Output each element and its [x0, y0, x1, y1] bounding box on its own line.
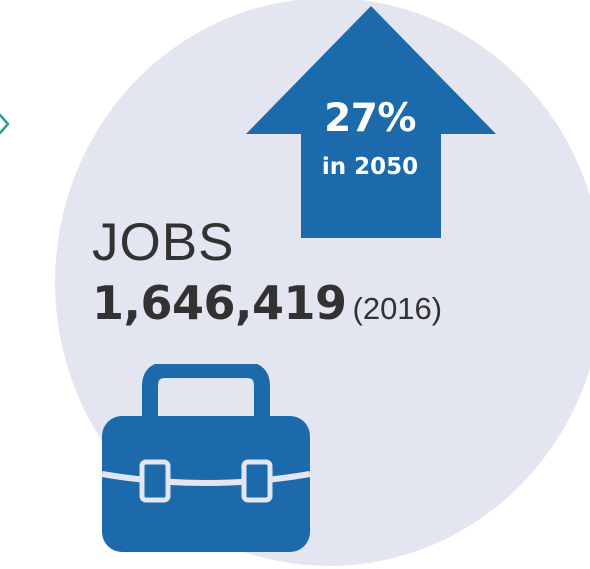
- partial-arrow-icon: [0, 112, 14, 136]
- jobs-label: JOBS: [92, 212, 234, 273]
- jobs-year: (2016): [353, 291, 443, 326]
- briefcase-handle: [150, 370, 262, 416]
- jobs-count-line: 1,646,419 (2016): [92, 276, 442, 330]
- jobs-value: 1,646,419: [92, 276, 347, 330]
- briefcase-icon: [100, 364, 312, 554]
- briefcase-latch-left: [142, 462, 168, 500]
- briefcase-latch-right: [244, 462, 270, 500]
- growth-year: in 2050: [300, 154, 440, 180]
- growth-percent: 27%: [300, 96, 440, 141]
